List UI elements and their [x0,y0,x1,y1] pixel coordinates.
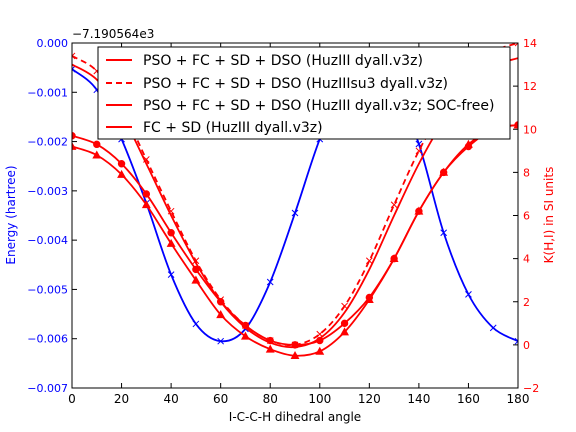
x-tick-label-8: 160 [457,392,480,406]
series-3-point-4 [166,238,176,247]
series-1-point-12 [365,257,373,265]
series-2-point-10 [316,336,324,345]
legend-label-0: PSO + FC + SD + DSO (HuzIII dyall.v3z) [143,53,423,69]
y-right-tick-label-4: 6 [523,210,530,223]
series-2-point-4 [167,229,175,237]
offset-label: −7.190564e3 [72,27,154,41]
series-1-point-10 [316,330,324,338]
series-3-point-15 [439,167,449,176]
series-1-point-3 [142,156,150,163]
series-2-point-7 [241,321,250,330]
y-left-tick-label-4: −0.003 [27,185,68,198]
energy-point-16 [465,291,472,298]
series-1-point-13 [390,201,398,209]
x-tick-label-3: 60 [213,392,228,406]
series-3-line [72,124,518,357]
energy-point-15 [440,229,448,237]
x-tick-label-7: 140 [407,392,430,406]
x-tick-label-0: 0 [68,392,76,406]
series-1-point-11 [341,302,348,310]
x-axis-label: I-C-C-H dihedral angle [229,410,361,424]
y-right-tick-label-8: 14 [523,37,537,50]
y-right-tick-label-2: 2 [523,296,530,309]
series-2-point-9 [291,341,299,349]
series-2-point-6 [216,298,225,306]
series-3-point-2 [117,169,127,178]
series-1-point-18 [514,43,518,47]
y-left-tick-label-3: −0.004 [27,234,68,247]
y-left-axis-label: Energy (hartree) [4,165,18,264]
energy-point-18 [514,337,518,345]
y-left-tick-label-7: 0.000 [37,37,69,50]
energy-point-5 [192,320,200,328]
series-3-point-13 [389,253,399,263]
y-left-tick-label-0: −0.007 [27,382,68,395]
legend-label-3: FC + SD (HuzIII dyall.v3z) [143,120,323,136]
series-2-point-11 [340,319,349,328]
energy-point-0 [72,65,76,73]
series-2-point-3 [142,190,151,198]
y-right-tick-label-5: 8 [523,166,530,179]
energy-point-17 [489,324,497,332]
series-1-point-0 [72,52,76,60]
x-tick-label-2: 40 [163,392,178,406]
series-3-point-9 [290,351,300,360]
y-left-tick-label-2: −0.005 [27,283,68,296]
y-right-tick-label-6: 10 [523,123,537,136]
y-left-tick-label-5: −0.002 [27,136,68,149]
series-3-point-14 [414,206,424,215]
legend-box [97,46,511,140]
legend: PSO + FC + SD + DSO (HuzIII dyall.v3z) P… [97,46,511,140]
series-3-point-7 [240,331,250,340]
energy-point-6 [217,337,225,345]
y-right-tick-label-3: 4 [523,253,530,266]
series-3-point-12 [364,294,374,303]
series-3-point-5 [191,275,201,284]
y-left-tick-label-1: −0.006 [27,333,68,346]
series-3-point-6 [216,310,226,319]
series-3-point-10 [315,346,325,355]
y-right-axis-label: K(H,I) in SI units [542,167,556,264]
legend-label-1: PSO + FC + SD + DSO (HuzIIIsu3 dyall.v3z… [143,76,448,92]
series-1-point-14 [415,147,423,155]
energy-point-9 [291,209,299,217]
x-tick-label-1: 20 [114,392,129,406]
energy-point-8 [266,278,274,286]
axis-ticks: 0 20 40 60 80 100 120 140 160 180−0.007−0.006−0.0… [27,37,539,406]
y-right-tick-label-1: 0 [523,339,530,352]
series-1-point-5 [192,257,200,265]
series-2-point-8 [266,336,274,345]
series-3-point-16 [463,139,473,148]
series-3-point-1 [92,150,102,159]
y-right-tick-label-0: −2 [523,382,539,395]
series-2-point-1 [93,140,101,149]
x-tick-label-6: 120 [358,392,381,406]
x-tick-label-5: 100 [308,392,331,406]
energy-point-4 [167,271,175,278]
series-2-point-5 [192,265,200,274]
series-3-point-11 [340,327,350,336]
series-2-point-2 [117,160,126,168]
x-tick-label-9: 180 [507,392,530,406]
series-3-point-18 [513,120,518,129]
x-tick-label-4: 80 [263,392,278,406]
plot-lines [72,43,518,360]
series-1-point-4 [167,207,175,215]
series-3-point-8 [265,344,275,353]
y-left-tick-label-6: −0.001 [27,86,68,99]
series-3-point-3 [141,200,151,209]
series-3-point-0 [72,141,77,150]
legend-label-2: PSO + FC + SD + DSO (HuzIII dyall.v3z; S… [143,98,494,114]
y-right-tick-label-7: 12 [523,80,537,93]
series-2-line [72,124,518,346]
